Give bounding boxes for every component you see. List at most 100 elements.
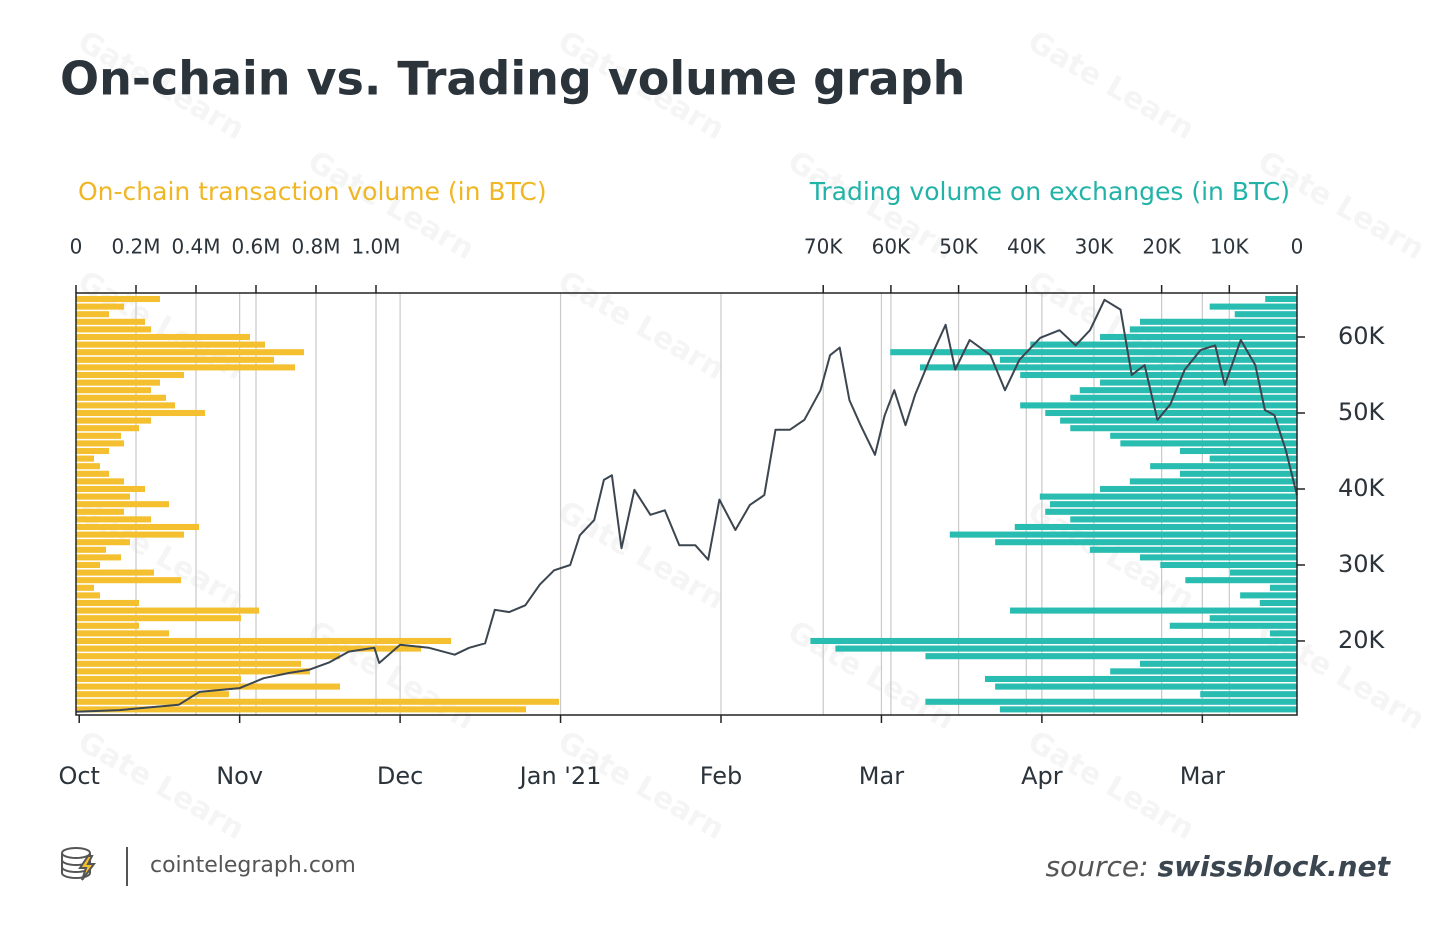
volume-bar <box>76 569 154 576</box>
marks <box>75 295 1298 713</box>
y-tick-label: 40K <box>1338 474 1386 502</box>
volume-bar <box>1060 417 1297 424</box>
top-tick-label: 60K <box>872 235 911 259</box>
volume-bar <box>76 356 274 363</box>
volume-bar <box>76 599 139 607</box>
volume-bar <box>76 516 151 523</box>
volume-bar <box>1209 615 1297 622</box>
y-tick-label: 50K <box>1338 398 1386 426</box>
x-tick-label: Nov <box>216 762 263 790</box>
volume-bar <box>76 630 169 637</box>
x-tick-label: Mar <box>1180 762 1225 790</box>
y-tick-label: 20K <box>1338 626 1386 654</box>
volume-bar <box>925 698 1297 705</box>
volume-bar <box>76 683 340 690</box>
volume-bar <box>76 668 310 675</box>
x-tick-label: Apr <box>1021 762 1063 790</box>
volume-bar <box>76 607 259 614</box>
volume-bar <box>1185 577 1297 584</box>
volume-bar <box>76 645 421 652</box>
volume-bar <box>1110 432 1297 439</box>
volume-bar <box>1200 691 1297 698</box>
volume-bar <box>76 341 265 348</box>
volume-bar <box>890 349 1297 356</box>
volume-bar <box>76 349 304 356</box>
y-tick-label: 30K <box>1338 550 1386 578</box>
volume-bar <box>995 683 1297 690</box>
top-tick-label: 30K <box>1075 235 1114 259</box>
top-tick-label: 0.8M <box>291 235 340 259</box>
volume-bar <box>1070 425 1297 432</box>
source-name: swissblock.net <box>1157 850 1391 883</box>
top-tick-label: 70K <box>804 235 843 259</box>
volume-bar <box>1079 387 1297 394</box>
volume-bar <box>76 660 301 667</box>
volume-bar <box>1150 463 1297 470</box>
volume-bar <box>1269 584 1297 591</box>
volume-bar <box>1129 478 1297 485</box>
top-tick-label: 10K <box>1210 235 1249 259</box>
volume-bar <box>1209 303 1297 310</box>
volume-bar <box>1010 607 1297 614</box>
volume-bar <box>76 387 151 394</box>
volume-bar <box>76 394 166 401</box>
x-tick-label: Jan '21 <box>518 762 602 790</box>
volume-bar <box>1100 379 1297 386</box>
volume-bar <box>984 675 1297 683</box>
volume-bar <box>76 539 130 546</box>
volume-bar <box>1179 447 1297 455</box>
footer-brand: cointelegraph.com <box>150 853 356 878</box>
plot: 0 0.2M 0.4M 0.6M 0.8M 1.0M On-chain transactio… <box>58 177 1385 790</box>
volume-bar <box>995 539 1297 546</box>
top-tick-label: 0 <box>70 235 83 259</box>
volume-bar <box>1100 485 1297 493</box>
volume-bar <box>1014 523 1297 531</box>
volume-bar <box>76 615 241 622</box>
volume-bar <box>1120 440 1297 447</box>
volume-bar <box>1045 508 1297 515</box>
volume-bar <box>1209 455 1297 462</box>
volume-bar <box>76 447 109 455</box>
volume-bar <box>1110 668 1297 675</box>
top-tick-label: 0 <box>1291 235 1304 259</box>
volume-bar <box>949 531 1297 538</box>
price-line <box>75 298 1298 713</box>
volume-bar <box>76 455 94 462</box>
volume-bar <box>76 303 124 310</box>
top-tick-label: 0.4M <box>171 235 220 259</box>
volume-bar <box>1139 554 1297 561</box>
volume-bar <box>1070 394 1297 401</box>
volume-bar <box>76 531 184 538</box>
volume-bar <box>76 318 145 325</box>
volume-bar <box>1259 599 1297 607</box>
volume-bar <box>1160 561 1297 569</box>
volume-bar <box>1269 630 1297 637</box>
volume-bar <box>76 637 451 645</box>
source-label: source: <box>1046 850 1149 883</box>
x-tick-label: Mar <box>859 762 904 790</box>
top-tick-label: 1.0M <box>351 235 400 259</box>
volume-bar <box>1234 311 1297 318</box>
volume-bar <box>76 698 559 705</box>
volume-bar <box>76 523 199 531</box>
volume-bar <box>1020 371 1297 379</box>
volume-bar <box>835 645 1297 652</box>
x-tick-label: Oct <box>58 762 100 790</box>
axis-label: On-chain transaction volume (in BTC) <box>78 177 547 206</box>
volume-bar <box>1129 326 1297 333</box>
volume-bar <box>1070 516 1297 523</box>
volume-bar <box>76 706 526 713</box>
volume-bar <box>1049 501 1297 508</box>
volume-bar <box>1045 409 1297 417</box>
top-tick-label: 20K <box>1142 235 1181 259</box>
title: On-chain vs. Trading volume graph <box>60 52 965 106</box>
volume-bar <box>1030 341 1297 348</box>
volume-bar <box>76 577 181 584</box>
top-tick-label: 0.6M <box>231 235 280 259</box>
volume-bar <box>76 691 229 698</box>
volume-bar <box>925 653 1297 660</box>
volume-bar <box>1240 592 1297 599</box>
volume-bar <box>1139 660 1297 667</box>
volume-bar <box>76 333 250 341</box>
